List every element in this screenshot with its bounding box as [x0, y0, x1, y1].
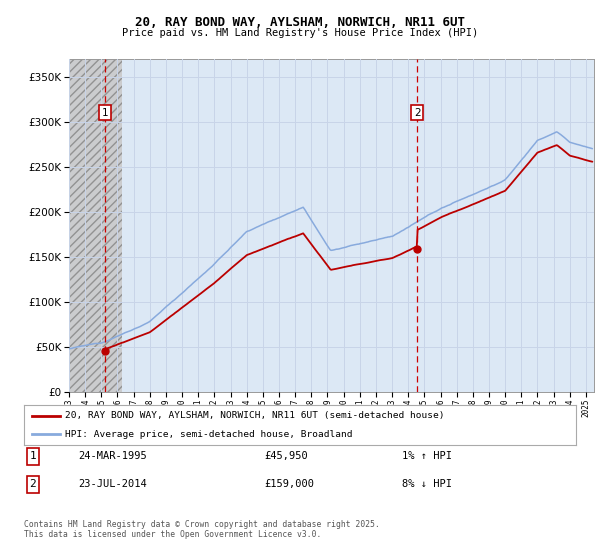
Text: £45,950: £45,950 — [264, 451, 308, 461]
Text: 23-JUL-2014: 23-JUL-2014 — [78, 479, 147, 489]
Text: 1% ↑ HPI: 1% ↑ HPI — [402, 451, 452, 461]
Text: 20, RAY BOND WAY, AYLSHAM, NORWICH, NR11 6UT (semi-detached house): 20, RAY BOND WAY, AYLSHAM, NORWICH, NR11… — [65, 411, 445, 420]
Text: 1: 1 — [101, 108, 108, 118]
Text: Contains HM Land Registry data © Crown copyright and database right 2025.
This d: Contains HM Land Registry data © Crown c… — [24, 520, 380, 539]
Bar — [69, 59, 122, 392]
Text: 20, RAY BOND WAY, AYLSHAM, NORWICH, NR11 6UT: 20, RAY BOND WAY, AYLSHAM, NORWICH, NR11… — [135, 16, 465, 29]
Text: Price paid vs. HM Land Registry's House Price Index (HPI): Price paid vs. HM Land Registry's House … — [122, 28, 478, 38]
Text: 2: 2 — [414, 108, 421, 118]
Text: £159,000: £159,000 — [264, 479, 314, 489]
Text: HPI: Average price, semi-detached house, Broadland: HPI: Average price, semi-detached house,… — [65, 430, 353, 439]
Text: 24-MAR-1995: 24-MAR-1995 — [78, 451, 147, 461]
Text: 1: 1 — [29, 451, 37, 461]
Text: 2: 2 — [29, 479, 37, 489]
Text: 8% ↓ HPI: 8% ↓ HPI — [402, 479, 452, 489]
